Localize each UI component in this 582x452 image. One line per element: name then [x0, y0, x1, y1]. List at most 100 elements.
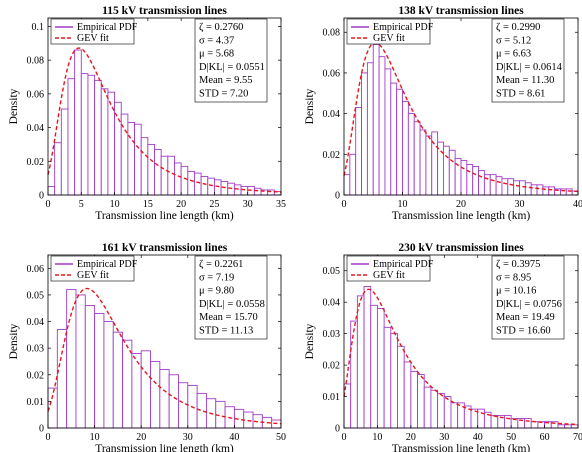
histogram-bar: [419, 129, 427, 196]
histogram-bar: [168, 374, 179, 429]
y-tick-label: 0.02: [323, 150, 341, 161]
histogram-bar: [417, 374, 425, 429]
histogram-bar: [160, 155, 169, 196]
stats-line: STD = 11.13: [199, 326, 253, 337]
histogram-bar: [180, 165, 189, 196]
histogram-bar: [350, 320, 358, 429]
stats-line: σ = 5.12: [496, 35, 531, 46]
x-tick-label: 5: [79, 199, 84, 210]
x-tick-label: 0: [342, 432, 347, 443]
histogram-bar: [213, 179, 222, 196]
y-axis-label: Density: [8, 88, 20, 124]
histogram-bar: [450, 402, 459, 429]
histogram-bar: [490, 414, 499, 429]
histogram-bar: [507, 178, 515, 196]
histogram-bar: [570, 424, 579, 429]
histogram-bar: [122, 339, 133, 429]
y-tick-label: 0.02: [27, 370, 45, 381]
x-tick-label: 70: [573, 432, 582, 443]
histogram-bar: [74, 49, 82, 196]
y-tick-label: 0.05: [323, 266, 341, 277]
histogram-bar: [94, 79, 102, 196]
histogram-bar: [60, 108, 69, 196]
stats-line: μ = 6.63: [496, 49, 531, 60]
stats-line: Mean = 15.70: [199, 312, 258, 323]
chart-title: 138 kV transmission lines: [398, 5, 524, 17]
stats-box: [194, 255, 268, 340]
histogram-bar: [56, 329, 68, 429]
histogram-bar: [557, 424, 566, 429]
histogram-bar: [407, 113, 415, 196]
histogram-bar: [542, 186, 550, 196]
y-tick-label: 0.04: [323, 298, 341, 309]
y-tick-label: 0.06: [27, 89, 45, 100]
chart-panel-3: 0 10 20 30 40 50 0 0.01 0.02 0.03 0.04 0.05 0.06 161 …: [8, 242, 286, 452]
histogram-bar: [349, 153, 357, 196]
x-tick-label: 40: [229, 432, 239, 443]
stats-line: Mean = 11.30: [496, 75, 554, 86]
x-tick-label: 20: [136, 432, 146, 443]
y-tick-label: 0.02: [27, 157, 45, 168]
histogram-bar: [200, 176, 209, 196]
x-tick-label: 50: [506, 432, 516, 443]
x-tick-label: 60: [540, 432, 550, 443]
x-tick-label: 10: [372, 432, 382, 443]
histogram-bar: [267, 189, 275, 196]
histogram-bar: [430, 389, 439, 429]
x-tick-label: 30: [243, 199, 253, 210]
histogram-bar: [107, 91, 116, 196]
gev-fit-curve: [47, 47, 282, 193]
x-tick-label: 35: [276, 199, 286, 210]
stats-line: Mean = 9.55: [199, 75, 252, 86]
y-tick-label: 0.08: [323, 28, 341, 39]
stats-line: D|KL| = 0.0756: [496, 299, 562, 310]
legend-label: Empirical PDF: [77, 22, 138, 33]
stats-line: σ = 4.37: [199, 35, 234, 46]
histogram-bar: [196, 392, 207, 429]
histogram-bar: [159, 368, 170, 429]
histogram-bar: [565, 188, 573, 196]
x-axis-label: Transmission line length (km): [95, 210, 234, 222]
histogram-bar: [194, 172, 202, 196]
x-tick-label: 20: [406, 432, 416, 443]
x-tick-label: 10: [398, 199, 408, 210]
histogram-bar: [489, 174, 497, 196]
x-axis-label: Transmission line length (km): [392, 443, 531, 452]
histogram-bar: [366, 62, 374, 196]
x-tick-label: 15: [143, 199, 153, 210]
histogram-bar: [378, 56, 386, 196]
chart-title: 115 kV transmission lines: [102, 5, 227, 17]
histogram-bar: [240, 186, 249, 196]
histogram-bar: [131, 353, 142, 429]
histogram-bar: [443, 396, 452, 429]
x-tick-label: 20: [456, 199, 466, 210]
y-tick-label: 0.04: [323, 109, 341, 120]
legend-label: GEV fit: [373, 33, 405, 44]
histogram-bar: [478, 170, 485, 196]
chart-title: 161 kV transmission lines: [102, 242, 228, 254]
histogram-bar: [127, 122, 135, 196]
histogram-bar: [66, 289, 77, 429]
histogram-bar: [47, 186, 56, 196]
y-tick-label: 0.04: [27, 123, 45, 134]
histogram-bar: [524, 418, 532, 429]
histogram-bar: [355, 107, 363, 196]
x-tick-label: 10: [90, 432, 100, 443]
histogram-bar: [437, 141, 444, 196]
chart-panel-1: 0 5 10 15 20 25 30 35 0 0.02 0.04 0.06 0.08 0.1 115 kV…: [8, 5, 286, 222]
stats-line: σ = 8.95: [496, 272, 531, 283]
histogram-bar: [178, 382, 189, 429]
histogram-bar: [114, 101, 122, 196]
histogram-bar: [423, 386, 432, 429]
stats-line: μ = 5.68: [199, 49, 234, 60]
y-tick-label: 0: [335, 191, 340, 202]
histogram-bar: [150, 361, 161, 429]
histogram-bar: [370, 304, 378, 429]
histogram-bar: [519, 180, 526, 196]
x-tick-label: 0: [342, 199, 347, 210]
histogram-bar: [530, 421, 539, 429]
stats-box: [194, 18, 268, 103]
axes-box: [47, 254, 282, 429]
histogram-bar: [112, 331, 124, 429]
x-tick-label: 30: [183, 432, 193, 443]
